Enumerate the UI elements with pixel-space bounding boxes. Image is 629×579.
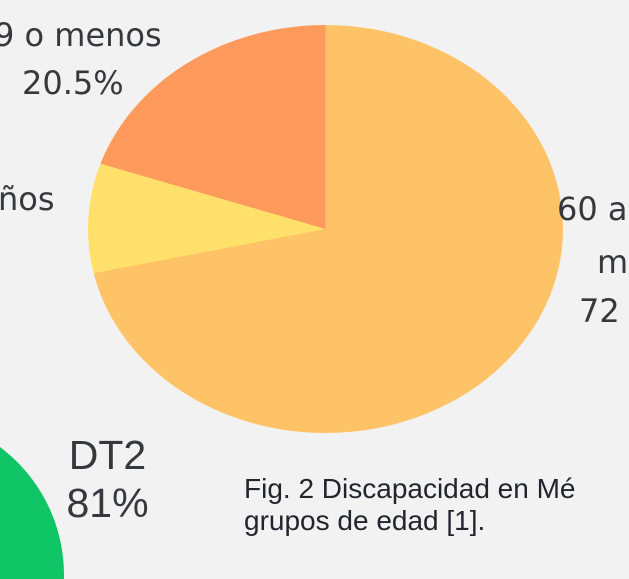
slice-label-dt2: DT2 81%: [40, 435, 175, 524]
figure-caption-line2: grupos de edad [1].: [244, 505, 486, 536]
slice-label-age3-line1: 60 a: [557, 190, 628, 228]
figure-caption: Fig. 2 Discapacidad en Mé grupos de edad…: [244, 473, 576, 537]
figure-caption-line1: Fig. 2 Discapacidad en Mé: [244, 473, 576, 504]
pie-chart-age-groups: [88, 25, 563, 433]
dt2-label-text: DT2: [68, 432, 147, 478]
slice-label-age3-line2: m: [597, 243, 629, 281]
slice-label-age1-line1: 9 o menos: [0, 16, 162, 54]
slice-label-age1-percent: 20.5%: [22, 64, 124, 102]
slice-label-age2: ños: [0, 180, 55, 218]
dt2-label-percent: 81%: [66, 480, 149, 526]
slice-label-age3-percent: 72: [579, 292, 620, 330]
